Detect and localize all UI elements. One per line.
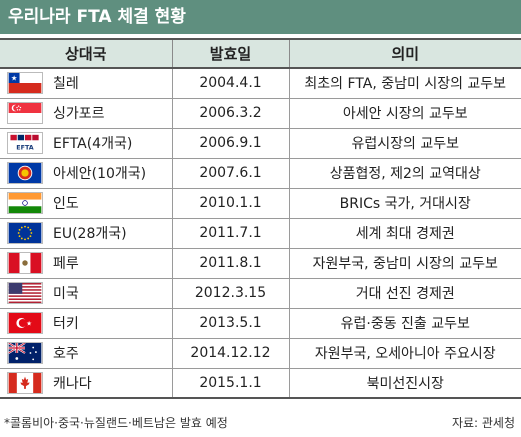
australia-flag-icon <box>7 342 43 364</box>
singapore-flag-icon <box>7 102 43 124</box>
meaning-cell: 아세안 시장의 교두보 <box>288 98 521 129</box>
date-cell: 2006.9.1 <box>171 128 289 159</box>
country-cell: 터키 <box>51 308 172 339</box>
meaning-cell: 세계 최대 경제권 <box>288 218 521 249</box>
country-cell: EFTA(4개국) <box>51 128 172 159</box>
usa-flag-icon <box>7 282 43 304</box>
date-cell: 2014.12.12 <box>171 338 289 369</box>
country-cell: 아세안(10개국) <box>51 158 172 189</box>
footnote: *콜롬비아·중국·뉴질랜드·베트남은 발효 예정 <box>4 416 228 430</box>
meaning-cell: 상품협정, 제2의 교역대상 <box>288 158 521 189</box>
table-row: ★ 터키 2013.5.1 유럽·중동 진출 교두보 <box>0 308 521 339</box>
meaning-cell: 자원부국, 중남미 시장의 교두보 <box>288 248 521 279</box>
source-credit: 자료: 관세청 <box>451 416 515 430</box>
table-row: 인도 2010.1.1 BRICs 국가, 거대시장 <box>0 188 521 219</box>
asean-flag-icon <box>7 162 43 184</box>
country-cell: 페루 <box>51 248 172 279</box>
table-row: 아세안(10개국) 2007.6.1 상품협정, 제2의 교역대상 <box>0 158 521 189</box>
table-row: EU(28개국) 2011.7.1 세계 최대 경제권 <box>0 218 521 249</box>
meaning-cell: 유럽시장의 교두보 <box>288 128 521 159</box>
country-cell: 미국 <box>51 278 172 309</box>
country-cell: 호주 <box>51 338 172 369</box>
canada-flag-icon <box>7 371 43 394</box>
country-cell: 싱가포르 <box>51 98 172 129</box>
efta-flag-icon: EFTA <box>7 132 43 154</box>
table-row: ★ 칠레 2004.4.1 최초의 FTA, 중남미 시장의 교두보 <box>0 68 521 99</box>
eu-flag-icon <box>7 222 43 244</box>
date-cell: 2012.3.15 <box>171 278 289 309</box>
page-title: 우리나라 FTA 체결 현황 <box>0 0 521 34</box>
table-row: 미국 2012.3.15 거대 선진 경제권 <box>0 278 521 309</box>
svg-text:★: ★ <box>11 74 18 83</box>
india-flag-icon <box>7 192 43 214</box>
country-cell: 캐나다 <box>51 368 172 399</box>
chile-flag-icon: ★ <box>7 72 43 95</box>
header-date: 발효일 <box>171 38 289 69</box>
header-meaning: 의미 <box>288 38 521 69</box>
country-cell: 칠레 <box>51 68 172 99</box>
country-cell: 인도 <box>51 188 172 219</box>
svg-text:★: ★ <box>26 320 32 327</box>
table-row: EFTA EFTA(4개국) 2006.9.1 유럽시장의 교두보 <box>0 128 521 159</box>
meaning-cell: 자원부국, 오세아니아 주요시장 <box>288 338 521 369</box>
table-header-row: 상대국 발효일 의미 <box>0 38 521 69</box>
footer: *콜롬비아·중국·뉴질랜드·베트남은 발효 예정 자료: 관세청 <box>0 412 521 434</box>
efta-label: EFTA <box>16 144 34 151</box>
date-cell: 2007.6.1 <box>171 158 289 189</box>
meaning-cell: 최초의 FTA, 중남미 시장의 교두보 <box>288 68 521 99</box>
meaning-cell: 유럽·중동 진출 교두보 <box>288 308 521 339</box>
date-cell: 2011.7.1 <box>171 218 289 249</box>
table-row: 캐나다 2015.1.1 북미선진시장 <box>0 368 521 399</box>
meaning-cell: 북미선진시장 <box>288 368 521 399</box>
country-cell: EU(28개국) <box>51 218 172 249</box>
date-cell: 2015.1.1 <box>171 368 289 399</box>
date-cell: 2010.1.1 <box>171 188 289 219</box>
header-country: 상대국 <box>0 38 172 69</box>
date-cell: 2011.8.1 <box>171 248 289 279</box>
table-row: 호주 2014.12.12 자원부국, 오세아니아 주요시장 <box>0 338 521 369</box>
date-cell: 2013.5.1 <box>171 308 289 339</box>
table-row: 페루 2011.8.1 자원부국, 중남미 시장의 교두보 <box>0 248 521 279</box>
date-cell: 2006.3.2 <box>171 98 289 129</box>
date-cell: 2004.4.1 <box>171 68 289 99</box>
meaning-cell: BRICs 국가, 거대시장 <box>288 188 521 219</box>
turkey-flag-icon: ★ <box>7 312 43 334</box>
peru-flag-icon <box>7 252 43 274</box>
meaning-cell: 거대 선진 경제권 <box>288 278 521 309</box>
table-row: 싱가포르 2006.3.2 아세안 시장의 교두보 <box>0 98 521 129</box>
fta-table: 상대국 발효일 의미 ★ 칠레 2004.4.1 최초의 FTA, 중남미 시장… <box>0 38 521 399</box>
